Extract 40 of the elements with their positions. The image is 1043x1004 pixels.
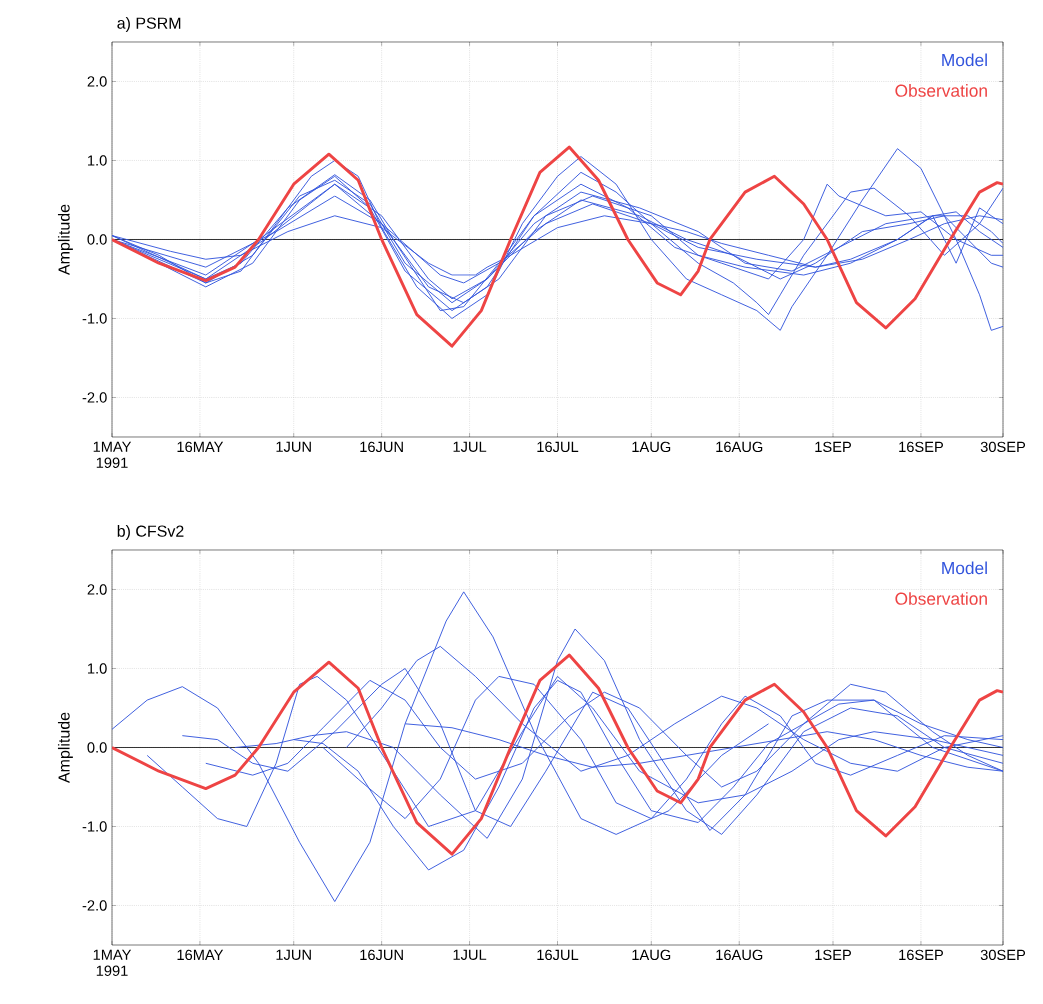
x-tick-label: 1JUN (276, 441, 311, 452)
text: Model (942, 561, 987, 575)
x-tick-label: 16JUL (537, 949, 579, 961)
x-tick-label: 16JUN (360, 949, 403, 961)
x-tick-label: 30SEP (980, 441, 1026, 453)
x-tick-label: 30SEP (980, 949, 1026, 961)
y-tick-label: 0.0 (87, 234, 107, 245)
text: Model (942, 53, 987, 67)
y-tick-label: 0.0 (87, 742, 107, 753)
text: Observation (895, 592, 987, 605)
chart-title: a) PSRM (117, 17, 181, 32)
y-axis-title: Amplitude (57, 204, 73, 276)
y-axis-title: Amplitude (57, 712, 73, 784)
chart-title: b) CFSv2 (117, 525, 184, 540)
x-tick-label: 1MAY 1991 (93, 441, 132, 468)
x-tick-label: 1MAY 1991 (93, 949, 132, 976)
y-tick-label: -2.0 (82, 392, 107, 403)
y-tick-label: 1.0 (88, 155, 107, 166)
x-tick-label: 1JUL (453, 949, 487, 960)
y-tick-label: -1.0 (82, 313, 107, 324)
y-tick-label: 2.0 (87, 76, 107, 87)
y-tick-label: -2.0 (82, 900, 107, 911)
x-tick-label: 16MAY (177, 441, 224, 453)
x-tick-label: 16MAY (177, 949, 224, 961)
x-tick-label: 16SEP (899, 949, 943, 961)
x-tick-label: 1SEP (815, 949, 851, 961)
x-tick-label: 16SEP (899, 441, 943, 453)
x-tick-label: 16JUN (360, 441, 403, 453)
x-tick-label: 1AUG (632, 441, 671, 453)
x-tick-label: 16AUG (716, 441, 763, 453)
x-tick-label: 1JUL (453, 441, 487, 452)
x-tick-label: 1JUN (276, 949, 311, 960)
y-tick-label: 2.0 (87, 584, 107, 595)
x-tick-label: 1AUG (632, 949, 671, 961)
x-tick-label: 1SEP (815, 441, 851, 453)
x-tick-label: 16AUG (716, 949, 763, 961)
y-tick-label: -1.0 (82, 821, 107, 832)
y-tick-label: 1.0 (88, 663, 107, 674)
x-tick-label: 16JUL (537, 441, 579, 453)
text: Observation (895, 84, 987, 97)
